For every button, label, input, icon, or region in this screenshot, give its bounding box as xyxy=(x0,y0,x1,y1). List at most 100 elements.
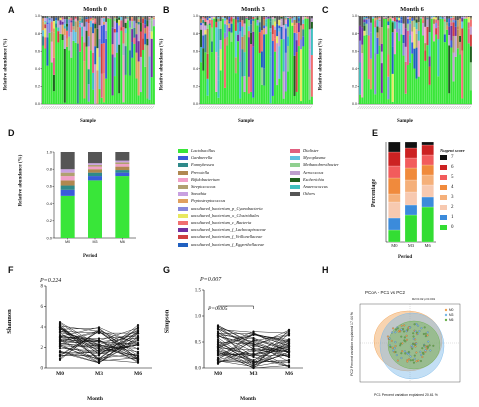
sample-bar-segment xyxy=(52,91,55,104)
data-point xyxy=(216,326,220,329)
sample-bar-segment xyxy=(83,26,86,43)
sample-bar-segment xyxy=(148,23,151,32)
data-point xyxy=(136,332,140,335)
sample-tick-label xyxy=(123,105,126,110)
sample-bar-segment xyxy=(120,20,123,28)
sample-bar-segment xyxy=(271,25,274,35)
sample-bar-segment xyxy=(215,91,218,104)
sample-bar-segment xyxy=(441,16,444,17)
legend-label: Gardnerella xyxy=(191,155,213,161)
data-point xyxy=(136,357,140,360)
sample-bar-segment xyxy=(129,20,131,28)
sample-bar-segment xyxy=(50,41,53,63)
sample-tick-label xyxy=(109,105,113,110)
sample-tick-label xyxy=(261,105,265,110)
sample-bar-segment xyxy=(278,28,281,32)
sample-bar-segment xyxy=(393,16,396,18)
legend-label: 7 xyxy=(451,154,454,160)
sample-bar-segment xyxy=(146,98,149,104)
sample-tick-label xyxy=(116,105,120,110)
sample-bar-segment xyxy=(92,52,95,73)
sample-tick-label xyxy=(146,105,150,110)
sample-bar-segment xyxy=(239,16,242,23)
bar-segment xyxy=(115,170,130,173)
data-point xyxy=(136,339,140,342)
bar-segment xyxy=(88,163,102,165)
data-point xyxy=(252,350,255,353)
data-point xyxy=(287,365,291,368)
sample-bar-segment xyxy=(57,20,60,28)
sample-bar-segment xyxy=(202,16,205,17)
sample-bar-segment xyxy=(107,17,110,18)
sample-tick-label xyxy=(289,105,293,110)
sample-bar-segment xyxy=(48,19,51,24)
sample-bar-segment xyxy=(94,28,97,47)
sample-bar-segment xyxy=(293,25,296,33)
sample-bar-segment xyxy=(456,29,459,49)
sample-bar-segment xyxy=(204,30,207,35)
pcoa-point xyxy=(398,329,401,332)
sample-tick-label xyxy=(68,105,72,110)
legend-label: M0 xyxy=(449,308,454,312)
sample-bar-segment xyxy=(111,95,114,104)
sample-bar-segment xyxy=(393,17,396,20)
panel-f-paired-lines: 0 2 4 6 8 M0 M3 M6 xyxy=(41,285,152,377)
sample-bar-segment xyxy=(224,24,226,33)
sample-bar-segment xyxy=(118,25,121,45)
sample-bar-segment xyxy=(374,94,377,104)
sample-bar-segment xyxy=(306,16,309,18)
sample-bar-segment xyxy=(456,20,459,27)
sample-bar-segment xyxy=(150,17,153,21)
sample-bar-segment xyxy=(66,38,68,47)
sample-bar-segment xyxy=(302,36,305,47)
sample-tick-label xyxy=(442,105,445,110)
sample-bar-segment xyxy=(422,20,425,23)
sample-bar-segment xyxy=(258,26,261,33)
y-tick-label: 0.4 xyxy=(193,67,198,71)
sample-bar-segment xyxy=(391,20,394,23)
legend-swatch xyxy=(178,192,188,197)
sample-tick-label xyxy=(298,105,302,110)
sample-bar-segment xyxy=(247,93,250,104)
bar-segment xyxy=(115,164,130,167)
sample-bar-segment xyxy=(206,16,209,18)
sample-bar-segment xyxy=(260,67,263,85)
sample-tick-label xyxy=(394,105,398,110)
legend-marker xyxy=(444,313,448,317)
sample-bar-segment xyxy=(369,22,372,33)
sample-bar-segment xyxy=(79,22,82,25)
sample-bar-segment xyxy=(378,16,381,19)
sample-bar-segment xyxy=(417,30,420,41)
sample-tick-label xyxy=(300,105,304,110)
sample-bar-segment xyxy=(393,54,396,104)
sample-tick-label xyxy=(66,105,70,110)
pcoa-point xyxy=(394,351,397,353)
sample-bar-segment xyxy=(100,43,103,74)
sample-bar-segment xyxy=(400,34,403,104)
sample-tick-label xyxy=(92,105,96,110)
y-tick-label: 0.6 xyxy=(352,49,357,53)
sample-tick-label xyxy=(424,105,428,110)
sample-bar-segment xyxy=(118,16,121,18)
data-point xyxy=(287,358,291,362)
legend-swatch xyxy=(290,185,300,189)
sample-tick-label xyxy=(241,105,245,110)
pcoa-point xyxy=(400,357,403,359)
sample-bar-segment xyxy=(304,18,307,104)
sample-bar-segment xyxy=(284,91,287,104)
sample-bar-segment xyxy=(92,20,95,24)
sample-bar-segment xyxy=(465,16,468,18)
bar-segment xyxy=(388,217,401,231)
sample-bar-segment xyxy=(376,16,379,18)
sample-bar-segment xyxy=(44,24,47,29)
sample-bar-segment xyxy=(239,98,242,104)
sample-bar-segment xyxy=(131,18,134,22)
sample-tick-label xyxy=(291,105,295,110)
sample-bar-segment xyxy=(374,16,377,18)
sample-tick-label xyxy=(429,105,432,110)
sample-bar-segment xyxy=(467,18,470,23)
sample-bar-segment xyxy=(387,18,390,22)
sample-bar-segment xyxy=(48,18,51,20)
sample-bar-segment xyxy=(302,16,305,18)
pcoa-point xyxy=(394,341,397,344)
